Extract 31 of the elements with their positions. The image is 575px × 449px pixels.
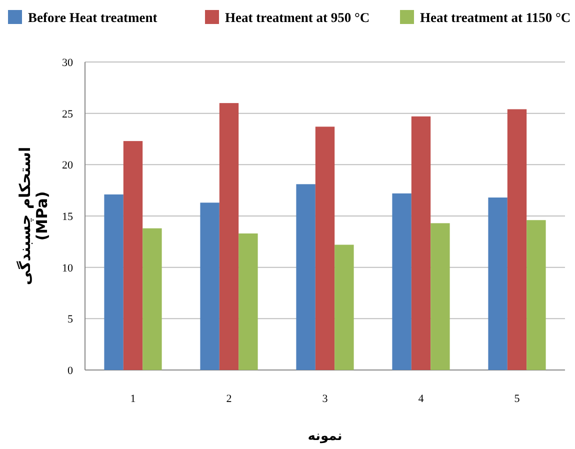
y-tick-label: 10 [62,262,74,274]
bar [334,244,354,370]
y-tick-label: 30 [62,57,74,69]
legend-label: Heat treatment at 1150 °C [420,10,571,25]
y-tick-label: 5 [68,314,74,326]
bar [411,116,431,370]
y-tick-label: 0 [68,365,74,377]
bar [104,194,124,370]
legend-label: Before Heat treatment [28,10,158,25]
x-tick-label: 3 [322,393,328,405]
x-tick-label: 4 [418,393,424,405]
y-tick-label: 15 [62,211,74,223]
bar [488,198,508,370]
bar [507,109,527,370]
bar [315,126,335,370]
bar [219,103,239,370]
x-tick-label: 2 [226,393,232,405]
legend-label: Heat treatment at 950 °C [225,10,370,25]
bar [123,141,143,370]
bar [200,202,220,370]
bar [142,228,162,370]
y-tick-label: 20 [62,160,74,172]
bar [238,233,258,370]
x-axis-title: نمونه [308,429,342,444]
y-tick-label: 25 [62,108,74,120]
bar [526,220,546,370]
x-tick-label: 5 [514,393,520,405]
bar [392,193,412,370]
bar [430,223,450,370]
x-tick-label: 1 [130,393,136,405]
bar [296,184,316,370]
